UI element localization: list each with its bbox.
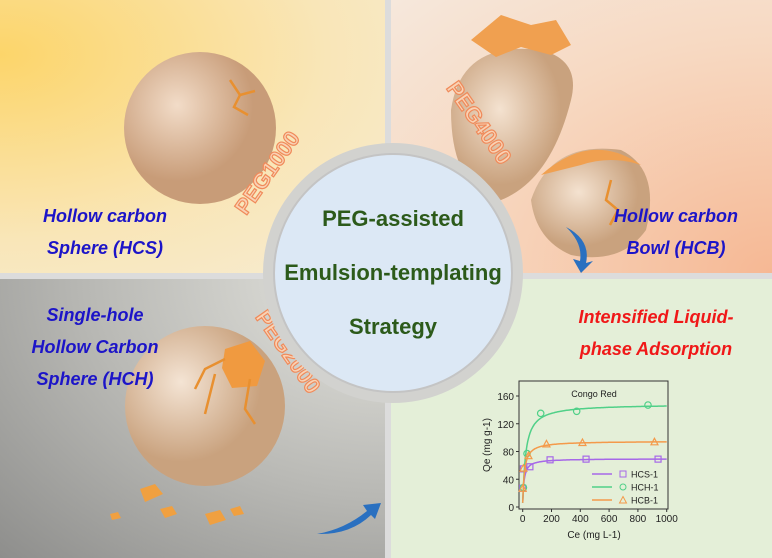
label-line: Bowl (HCB) xyxy=(626,238,726,258)
quadrant-hcs: Hollow carbon Sphere (HCS) PEG1000 xyxy=(0,0,385,273)
hollow-bowl-illustration xyxy=(451,15,651,258)
data-point xyxy=(577,437,587,447)
data-point xyxy=(526,463,534,471)
hch-label: Single-hole Hollow Carbon Sphere (HCH) xyxy=(30,299,160,395)
single-hole-sphere-illustration xyxy=(110,326,285,525)
plot-frame xyxy=(518,380,669,510)
arrow-icon xyxy=(317,503,381,535)
y-tick-label: 0 xyxy=(508,503,514,514)
x-tick-label: 400 xyxy=(572,514,589,525)
center-circle: PEG-assisted Emulsion-templating Strateg… xyxy=(273,153,513,393)
x-tick-label: 600 xyxy=(601,514,618,525)
legend-label: HCB-1 xyxy=(631,496,658,506)
data-point xyxy=(582,455,590,463)
hcs-label: Hollow carbon Sphere (HCS) xyxy=(30,200,180,264)
fit-curve xyxy=(521,441,667,503)
y-tick-label: 160 xyxy=(497,392,514,403)
chart-title: Congo Red xyxy=(571,389,617,399)
quadrant-hcb: Hollow carbon Bowl (HCB) PEG4000 xyxy=(391,0,772,273)
data-point xyxy=(541,439,551,448)
center-line: PEG-assisted xyxy=(322,206,464,231)
y-tick-label: 80 xyxy=(503,448,515,459)
label-line: Hollow carbon xyxy=(613,206,738,226)
data-point xyxy=(649,437,659,446)
x-tick-label: 800 xyxy=(630,514,647,525)
legend-label: HCH-1 xyxy=(631,483,659,493)
y-tick-label: 120 xyxy=(497,420,514,431)
data-point xyxy=(518,463,528,472)
fit-curve xyxy=(521,405,667,503)
center-line: Strategy xyxy=(348,314,438,339)
label-line: Intensified Liquid- xyxy=(578,307,734,327)
legend-marker xyxy=(618,495,628,504)
x-tick-label: 0 xyxy=(520,514,526,525)
label-line: Sphere (HCH) xyxy=(36,369,154,389)
arrow-icon xyxy=(566,227,593,273)
data-point xyxy=(536,409,545,418)
label-line: phase Adsorption xyxy=(579,339,733,359)
center-line: Emulsion-templating xyxy=(284,260,502,285)
legend-label: HCS-1 xyxy=(631,470,658,480)
x-axis-label: Ce (mg L-1) xyxy=(567,530,620,541)
label-line: Hollow carbon xyxy=(42,206,167,226)
adsorption-label: Intensified Liquid- phase Adsorption xyxy=(541,301,771,365)
x-tick-label: 200 xyxy=(543,514,560,525)
legend-marker xyxy=(619,483,627,491)
data-point xyxy=(523,450,533,460)
data-point xyxy=(546,456,554,464)
label-line: Hollow Carbon xyxy=(31,337,159,357)
legend-marker xyxy=(619,470,627,478)
label-line: Sphere (HCS) xyxy=(46,238,163,258)
y-tick-label: 40 xyxy=(503,475,515,486)
data-point xyxy=(572,407,581,416)
label-line: Single-hole xyxy=(46,305,144,325)
data-point xyxy=(644,401,652,409)
hollow-sphere-illustration xyxy=(124,52,276,204)
y-axis-label: Qe (mg g-1) xyxy=(482,418,493,472)
data-point xyxy=(654,455,662,463)
hcb-label: Hollow carbon Bowl (HCB) xyxy=(591,200,761,264)
data-point xyxy=(518,483,528,492)
x-tick-label: 1000 xyxy=(656,514,679,525)
